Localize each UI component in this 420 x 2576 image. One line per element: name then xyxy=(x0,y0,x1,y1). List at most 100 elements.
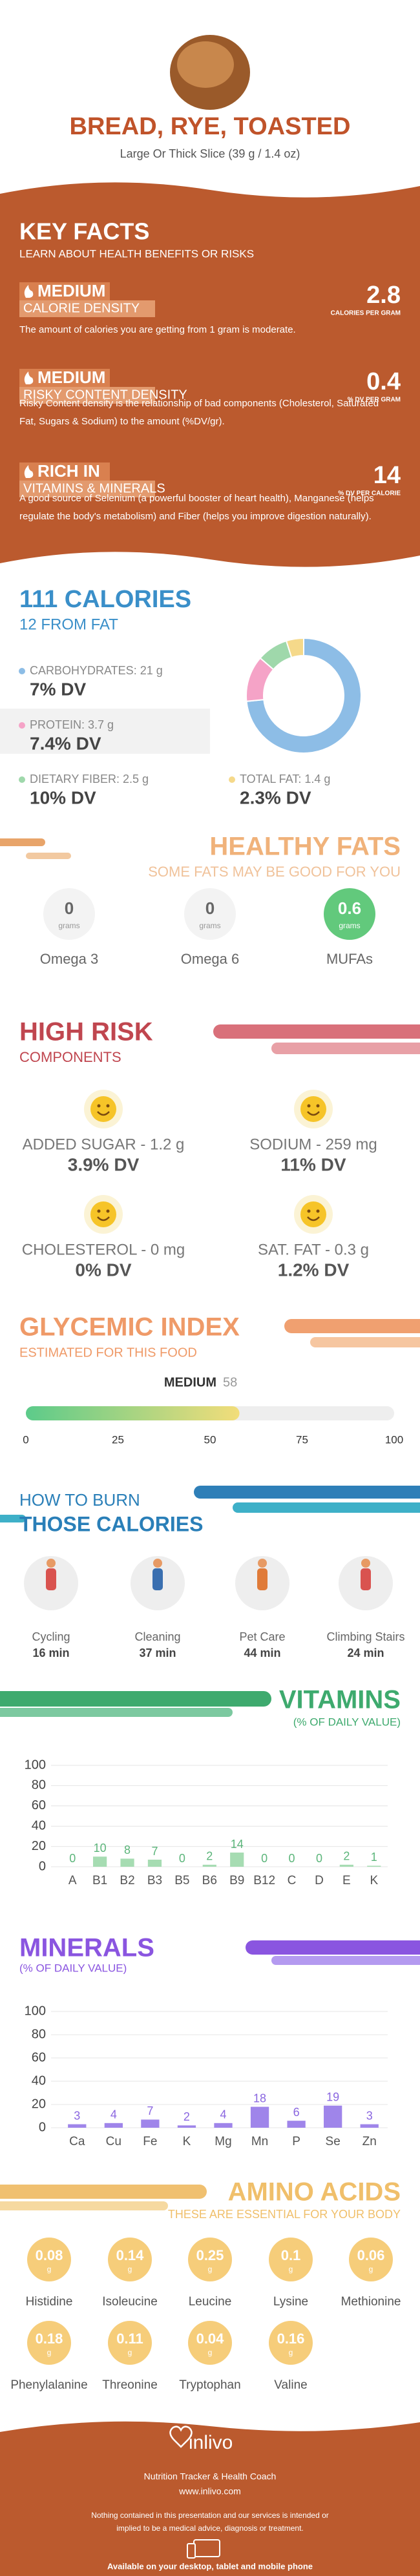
label: RISKY CONTENT DENSITY xyxy=(23,388,187,402)
y-tick-label: 20 xyxy=(32,2097,46,2111)
y-tick-label: 0 xyxy=(39,2120,46,2134)
value-label: 2 xyxy=(343,1850,350,1863)
figure-body xyxy=(361,1568,371,1590)
amino-unit: g xyxy=(208,2265,213,2274)
description: The amount of calories you are getting f… xyxy=(19,324,296,335)
amino-unit: g xyxy=(47,2265,52,2274)
y-tick-label: 60 xyxy=(32,1798,46,1813)
risk-label: ADDED SUGAR - 1.2 g xyxy=(23,1136,185,1153)
unit: CALORIES PER GRAM xyxy=(331,310,401,317)
x-tick-label: C xyxy=(288,1874,297,1887)
x-tick-label: B5 xyxy=(174,1874,189,1887)
section-subtitle: LEARN ABOUT HEALTH BENEFITS OR RISKS xyxy=(19,247,254,260)
value-label: 14 xyxy=(231,1838,244,1851)
x-tick-label: B9 xyxy=(229,1874,244,1887)
x-tick-label: E xyxy=(342,1874,351,1887)
nutrient-dv: 2.3% DV xyxy=(240,787,311,807)
risk-icon xyxy=(300,1201,326,1227)
bar xyxy=(360,2124,379,2128)
risk-label: CHOLESTEROL - 0 mg xyxy=(22,1241,185,1258)
bar xyxy=(147,1860,162,1867)
chart-title: VITAMINS xyxy=(279,1686,401,1714)
value-label: 18 xyxy=(253,2092,266,2104)
smile xyxy=(307,1111,320,1116)
amino-name: Phenylalanine xyxy=(10,2378,87,2392)
value-label: 4 xyxy=(110,2108,117,2121)
bar xyxy=(104,2123,123,2128)
amino-value: 0.08 xyxy=(36,2247,63,2263)
gi-tick-label: 75 xyxy=(296,1433,308,1446)
nutrient-label: TOTAL FAT: 1.4 g xyxy=(240,773,330,785)
label: CALORIE DENSITY xyxy=(23,301,140,315)
unit: % DV PER CALORIE xyxy=(338,490,401,497)
risk-icon xyxy=(90,1201,116,1227)
eye xyxy=(316,1209,320,1213)
unit: % DV PER GRAM xyxy=(348,397,401,404)
amino-circle xyxy=(108,2321,152,2365)
eye xyxy=(106,1209,110,1213)
fat-value: 0 xyxy=(65,898,74,918)
y-tick-label: 100 xyxy=(25,2004,46,2018)
y-tick-label: 40 xyxy=(32,2073,46,2088)
amino-unit: g xyxy=(128,2265,132,2274)
x-tick-label: K xyxy=(183,2135,191,2148)
fat-value: 0 xyxy=(205,898,215,918)
decor-stripe xyxy=(271,1043,420,1054)
section-subtitle: THESE ARE ESSENTIAL FOR YOUR BODY xyxy=(168,2208,401,2221)
x-tick-label: B12 xyxy=(253,1874,275,1887)
value: 2.8 xyxy=(366,282,401,309)
eye xyxy=(97,1209,101,1213)
y-tick-label: 100 xyxy=(25,1758,46,1772)
gi-bar xyxy=(26,1406,240,1420)
decor-stripe xyxy=(0,838,45,846)
eye xyxy=(97,1104,101,1108)
value: 14 xyxy=(373,462,401,489)
value-label: 2 xyxy=(206,1850,213,1863)
fat-circle xyxy=(43,888,95,940)
figure-head xyxy=(153,1559,162,1568)
x-tick-label: Se xyxy=(326,2135,341,2148)
amino-value: 0.1 xyxy=(281,2247,301,2263)
section-title: GLYCEMIC INDEX xyxy=(19,1313,240,1342)
y-tick-label: 0 xyxy=(39,1859,46,1873)
level-box xyxy=(19,462,110,481)
decor-stripe xyxy=(0,1515,26,1522)
subtitle: Large Or Thick Slice (39 g / 1.4 oz) xyxy=(120,147,300,160)
amino-unit: g xyxy=(289,2265,293,2274)
nutrient-label: CARBOHYDRATES: 21 g xyxy=(30,664,163,677)
amino-unit: g xyxy=(47,2348,52,2357)
decor-stripe xyxy=(0,2201,168,2210)
fat-name: Omega 3 xyxy=(40,951,99,967)
decor-stripe xyxy=(233,1502,420,1513)
figure-body xyxy=(46,1568,56,1590)
value-label: 0 xyxy=(69,1852,76,1865)
x-tick-label: P xyxy=(292,2135,300,2148)
legend-dot xyxy=(19,776,25,783)
decor-stripe xyxy=(246,1940,420,1955)
amino-circle xyxy=(349,2238,393,2281)
value-label: 19 xyxy=(326,2091,339,2104)
value-label: 0 xyxy=(316,1852,322,1865)
legend-dot xyxy=(229,776,235,783)
amino-circle xyxy=(188,2238,232,2281)
value-label: 0 xyxy=(179,1852,185,1865)
value-label: 3 xyxy=(74,2109,80,2122)
amino-name: Lysine xyxy=(273,2295,308,2309)
amino-name: Threonine xyxy=(102,2378,158,2392)
amino-value: 0.04 xyxy=(196,2331,225,2347)
x-tick-label: Zn xyxy=(362,2135,377,2148)
risk-label: SODIUM - 259 mg xyxy=(249,1136,377,1153)
decor-stripe xyxy=(26,853,71,859)
level: MEDIUM xyxy=(37,368,105,387)
fat-circle xyxy=(324,888,375,940)
x-tick-label: B2 xyxy=(120,1874,134,1887)
decor-stripe xyxy=(284,1319,420,1333)
gi-value: 58 xyxy=(223,1375,237,1389)
amino-circle xyxy=(27,2321,71,2365)
bar xyxy=(250,2106,269,2128)
calories-subtitle: 12 FROM FAT xyxy=(19,616,118,633)
section-subtitle: ESTIMATED FOR THIS FOOD xyxy=(19,1345,197,1360)
x-tick-label: B3 xyxy=(147,1874,162,1887)
x-tick-label: Cu xyxy=(106,2135,121,2148)
fat-unit: grams xyxy=(199,921,220,930)
